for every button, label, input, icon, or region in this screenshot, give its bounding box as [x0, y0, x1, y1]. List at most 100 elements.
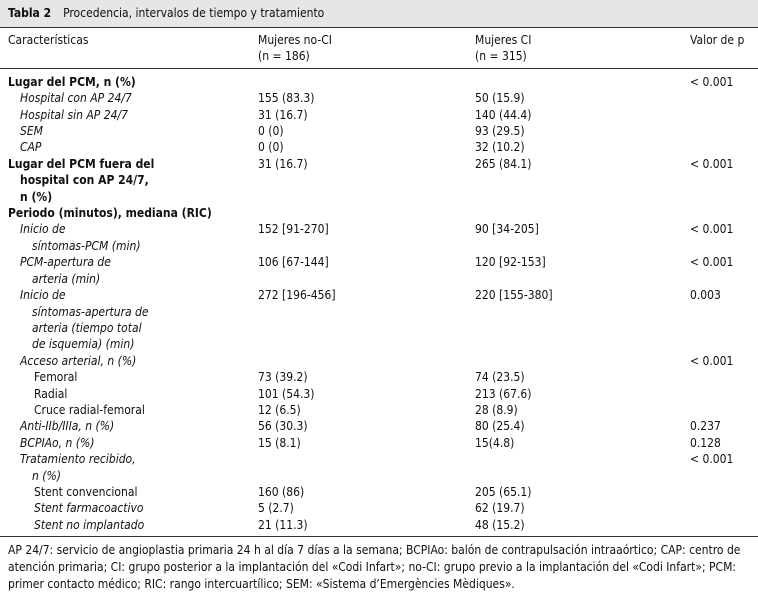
- row-label: CAP: [20, 140, 42, 155]
- table-cell: [250, 451, 467, 484]
- cell-value: 272 [196-456]: [258, 288, 336, 303]
- cell-value: < 0.001: [690, 452, 734, 467]
- row-label: síntomas-PCM (min): [32, 238, 141, 253]
- table-cell: [467, 353, 682, 369]
- row-label: Hospital con AP 24/7: [20, 91, 132, 106]
- cell-value: < 0.001: [690, 353, 734, 368]
- row-label: Lugar del PCM, n (%): [8, 74, 136, 89]
- table-cell: < 0.001: [682, 156, 758, 205]
- header-text: (n = 315): [475, 49, 527, 64]
- table-cell: [682, 500, 758, 516]
- cell-value: < 0.001: [690, 222, 734, 237]
- table-row: Tratamiento recibido, n (%) < 0.001: [0, 451, 758, 484]
- table-cell: [682, 90, 758, 106]
- cell-value: 50 (15.9): [475, 91, 525, 106]
- table-cell: 12 (6.5): [250, 402, 467, 418]
- table-row: Cruce radial-femoral 12 (6.5) 28 (8.9): [0, 402, 758, 418]
- cell-value: 140 (44.4): [475, 107, 532, 122]
- table-cell: Stent convencional: [0, 484, 250, 500]
- row-label: n (%): [32, 468, 61, 483]
- row-label: Radial: [34, 386, 68, 401]
- table-cell: 28 (8.9): [467, 402, 682, 418]
- table-row: Acceso arterial, n (%) < 0.001: [0, 353, 758, 369]
- cell-value: 15(4.8): [475, 435, 515, 450]
- cell-value: 48 (15.2): [475, 517, 525, 532]
- cell-value: 160 (86): [258, 484, 305, 499]
- cell-value: 0.128: [690, 435, 721, 450]
- table-row: CAP 0 (0) 32 (10.2): [0, 139, 758, 155]
- table-cell: 205 (65.1): [467, 484, 682, 500]
- row-label: Stent no implantado: [34, 517, 145, 532]
- cell-value: < 0.001: [690, 255, 734, 270]
- table-cell: 50 (15.9): [467, 90, 682, 106]
- header-cell: Características: [0, 28, 250, 68]
- table-cell: [682, 369, 758, 385]
- footnote: AP 24/7: servicio de angioplastia primar…: [8, 543, 741, 592]
- table-cell: Anti-IIb/IIIa, n (%): [0, 418, 250, 434]
- table-cell: 101 (54.3): [250, 386, 467, 402]
- row-label: n (%): [20, 189, 53, 204]
- table-cell: [682, 484, 758, 500]
- table-cell: CAP: [0, 139, 250, 155]
- table-cell: 0 (0): [250, 123, 467, 139]
- table-row: Hospital con AP 24/7 155 (83.3) 50 (15.9): [0, 90, 758, 106]
- table-cell: 31 (16.7): [250, 156, 467, 205]
- table-cell: < 0.001: [682, 451, 758, 484]
- cell-value: 220 [155-380]: [475, 288, 553, 303]
- cell-value: 32 (10.2): [475, 140, 525, 155]
- cell-value: 0.003: [690, 288, 721, 303]
- table-row: Femoral 73 (39.2) 74 (23.5): [0, 369, 758, 385]
- table-header: Características Mujeres no-CI (n = 186) Muj…: [0, 28, 758, 69]
- table-cell: Cruce radial-femoral: [0, 402, 250, 418]
- row-label: Stent convencional: [34, 484, 138, 499]
- header-text: Valor de p: [690, 33, 745, 47]
- table-cell: Lugar del PCM fuera del hospital con AP 2…: [0, 156, 250, 205]
- row-label: Femoral: [34, 370, 78, 385]
- table-cell: PCM-apertura de arteria (min): [0, 254, 250, 287]
- table-cell: 62 (19.7): [467, 500, 682, 516]
- row-label: de isquemia) (min): [32, 337, 135, 352]
- cell-value: 120 [92-153]: [475, 255, 546, 270]
- table-body: Lugar del PCM, n (%) < 0.001 Hospital con …: [0, 68, 758, 537]
- table-cell: 0.237: [682, 418, 758, 434]
- row-label: Hospital sin AP 24/7: [20, 107, 128, 122]
- table-row: SEM 0 (0) 93 (29.5): [0, 123, 758, 139]
- row-label: SEM: [20, 124, 43, 139]
- table-cell: 74 (23.5): [467, 369, 682, 385]
- table-cell: 106 [67-144]: [250, 254, 467, 287]
- header-text: Características: [8, 33, 89, 47]
- table-cell: [682, 107, 758, 123]
- cell-value: 90 [34-205]: [475, 222, 539, 237]
- table-cell: Stent farmacoactivo: [0, 500, 250, 516]
- table-cell: < 0.001: [682, 353, 758, 369]
- table-cell: 0.003: [682, 287, 758, 353]
- table-cell: 31 (16.7): [250, 107, 467, 123]
- cell-value: 213 (67.6): [475, 386, 532, 401]
- header-text: Mujeres no-CI: [258, 33, 332, 47]
- table-cell: Tratamiento recibido, n (%): [0, 451, 250, 484]
- cell-value: 56 (30.3): [258, 419, 308, 434]
- table-cell: [467, 68, 682, 90]
- cell-value: 74 (23.5): [475, 370, 525, 385]
- table-cell: 272 [196-456]: [250, 287, 467, 353]
- cell-value: 152 [91-270]: [258, 222, 329, 237]
- table-row: PCM-apertura de arteria (min) 106 [67-144]…: [0, 254, 758, 287]
- cell-value: 93 (29.5): [475, 124, 525, 139]
- header-text: Mujeres CI: [475, 33, 532, 47]
- row-label: Tratamiento recibido,: [20, 452, 136, 467]
- row-label: hospital con AP 24/7,: [20, 173, 149, 188]
- table-cell: 220 [155-380]: [467, 287, 682, 353]
- table-title: Procedencia, intervalos de tiempo y trat…: [63, 6, 325, 20]
- cell-value: 12 (6.5): [258, 402, 301, 417]
- cell-value: 80 (25.4): [475, 419, 525, 434]
- header-cell: Mujeres no-CI (n = 186): [250, 28, 467, 68]
- table-cell: 48 (15.2): [467, 517, 682, 537]
- table-cell: [250, 205, 467, 221]
- table-cell: 93 (29.5): [467, 123, 682, 139]
- table-cell: 213 (67.6): [467, 386, 682, 402]
- table-cell: BCPIAo, n (%): [0, 435, 250, 451]
- table-cell: 5 (2.7): [250, 500, 467, 516]
- table-cell: Femoral: [0, 369, 250, 385]
- table-cell: [250, 353, 467, 369]
